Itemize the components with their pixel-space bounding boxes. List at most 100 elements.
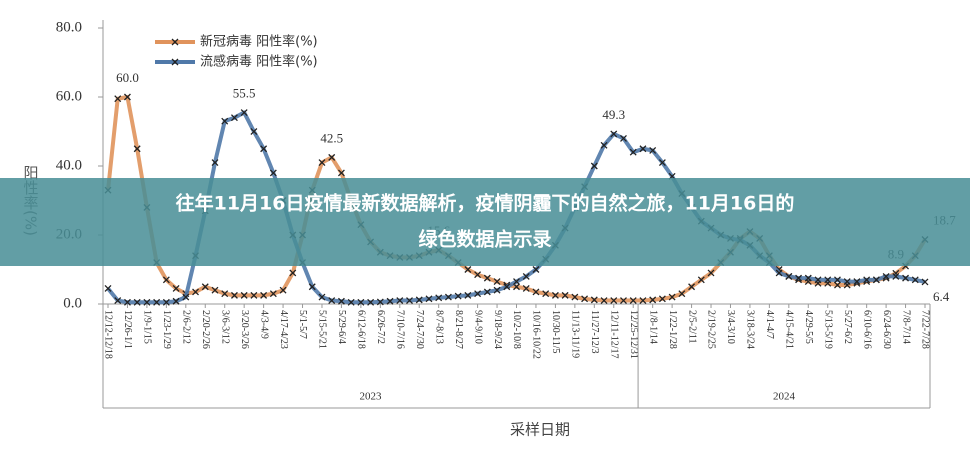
point-marker bbox=[133, 145, 141, 153]
x-tick-label: 1/22-1/28 bbox=[667, 310, 678, 349]
point-marker bbox=[230, 291, 238, 299]
point-marker bbox=[357, 298, 365, 306]
point-marker bbox=[620, 297, 627, 305]
data-label: 6.4 bbox=[933, 289, 950, 304]
point-marker bbox=[211, 159, 219, 167]
point-marker bbox=[882, 272, 890, 280]
banner-text: 往年11月16日疫情最新数据解析，疫情阴霾下的自然之旅，11月16日的 bbox=[176, 192, 795, 215]
x-tick-label: 4/29-5/5 bbox=[803, 310, 814, 344]
point-marker bbox=[513, 278, 520, 286]
x-tick-label: 1/9-1/15 bbox=[142, 310, 153, 344]
point-marker bbox=[444, 293, 452, 301]
point-marker bbox=[522, 285, 530, 292]
point-marker bbox=[639, 297, 647, 305]
x-tick-label: 12/26-1/1 bbox=[122, 310, 133, 349]
x-tick-label: 4/1-4/7 bbox=[764, 310, 775, 339]
year-label: 2024 bbox=[773, 391, 796, 403]
x-axis-label: 采样日期 bbox=[510, 421, 570, 439]
point-marker bbox=[474, 271, 482, 279]
point-marker bbox=[464, 291, 472, 299]
year-label: 2023 bbox=[360, 391, 383, 403]
x-tick-label: 2/20-2/26 bbox=[200, 310, 211, 349]
point-marker bbox=[503, 283, 511, 291]
point-marker bbox=[318, 293, 326, 301]
point-marker bbox=[824, 276, 832, 284]
point-marker bbox=[114, 95, 122, 103]
point-marker bbox=[561, 291, 569, 299]
point-marker bbox=[483, 288, 491, 296]
x-tick-label: 3/4-3/10 bbox=[725, 310, 736, 344]
data-label: 55.5 bbox=[233, 86, 256, 101]
point-marker bbox=[425, 295, 433, 303]
x-tick-label: 2/19-2/25 bbox=[706, 310, 717, 349]
x-tick-label: 7/8-7/14 bbox=[900, 310, 911, 344]
point-marker bbox=[814, 276, 822, 284]
point-marker bbox=[162, 276, 170, 284]
point-marker bbox=[629, 148, 637, 156]
banner-text: 绿色数据启示录 bbox=[418, 228, 551, 251]
legend-marker bbox=[171, 38, 179, 46]
x-tick-label: 10/30-11/5 bbox=[550, 310, 561, 354]
point-marker bbox=[571, 293, 579, 301]
point-marker bbox=[610, 130, 618, 138]
x-tick-label: 11/27-12/3 bbox=[589, 310, 600, 354]
point-marker bbox=[133, 298, 141, 306]
x-tick-label: 6/10-6/16 bbox=[861, 310, 872, 349]
point-marker bbox=[114, 297, 122, 305]
point-marker bbox=[337, 169, 345, 177]
point-marker bbox=[649, 296, 657, 304]
banner bbox=[0, 178, 970, 266]
point-marker bbox=[493, 286, 501, 294]
point-marker bbox=[795, 274, 803, 282]
point-marker bbox=[483, 274, 491, 282]
x-tick-label: 12/25-12/31 bbox=[628, 310, 639, 359]
point-marker bbox=[551, 291, 559, 299]
point-marker bbox=[221, 290, 229, 298]
point-marker bbox=[172, 297, 180, 305]
y-tick-label: 40.0 bbox=[56, 157, 82, 173]
x-tick-label: 8/21-8/27 bbox=[453, 310, 464, 349]
point-marker bbox=[192, 288, 199, 296]
x-tick-label: 2/5-2/11 bbox=[686, 310, 697, 344]
x-tick-label: 1/23-1/29 bbox=[161, 310, 172, 349]
x-tick-label: 6/12-6/18 bbox=[356, 310, 367, 349]
point-marker bbox=[697, 276, 705, 284]
x-tick-label: 5/27-6/2 bbox=[842, 310, 853, 344]
point-marker bbox=[260, 291, 268, 299]
point-marker bbox=[162, 298, 170, 306]
point-marker bbox=[493, 278, 501, 286]
point-marker bbox=[542, 290, 550, 298]
x-tick-label: 9/18-9/24 bbox=[492, 310, 503, 349]
point-marker bbox=[785, 272, 793, 280]
point-marker bbox=[318, 159, 326, 167]
point-marker bbox=[250, 291, 258, 299]
x-tick-label: 3/18-3/24 bbox=[745, 310, 756, 349]
point-marker bbox=[620, 134, 627, 142]
point-marker bbox=[853, 278, 861, 286]
x-tick-label: 2/6-2/12 bbox=[181, 310, 192, 344]
point-marker bbox=[123, 298, 131, 306]
point-marker bbox=[328, 297, 336, 305]
point-marker bbox=[649, 147, 657, 154]
point-marker bbox=[279, 286, 287, 294]
point-marker bbox=[406, 297, 413, 305]
point-marker bbox=[872, 276, 880, 284]
point-marker bbox=[658, 159, 666, 167]
point-marker bbox=[522, 272, 530, 280]
x-tick-label: 12/11-12/17 bbox=[608, 310, 619, 359]
x-tick-label: 5/15-5/21 bbox=[317, 310, 328, 349]
point-marker bbox=[600, 297, 608, 305]
x-tick-label: 12/12-12/18 bbox=[103, 310, 114, 359]
point-marker bbox=[834, 276, 841, 284]
point-marker bbox=[123, 93, 131, 101]
point-marker bbox=[269, 290, 277, 298]
point-marker bbox=[230, 114, 238, 122]
x-tick-label: 4/3-4/9 bbox=[258, 310, 269, 339]
point-marker bbox=[337, 297, 345, 305]
point-marker bbox=[347, 298, 355, 306]
x-tick-label: 7/10-7/16 bbox=[394, 310, 405, 349]
data-label: 42.5 bbox=[320, 130, 343, 145]
point-marker bbox=[707, 269, 715, 277]
x-tick-label: 11/13-11/19 bbox=[570, 310, 581, 358]
